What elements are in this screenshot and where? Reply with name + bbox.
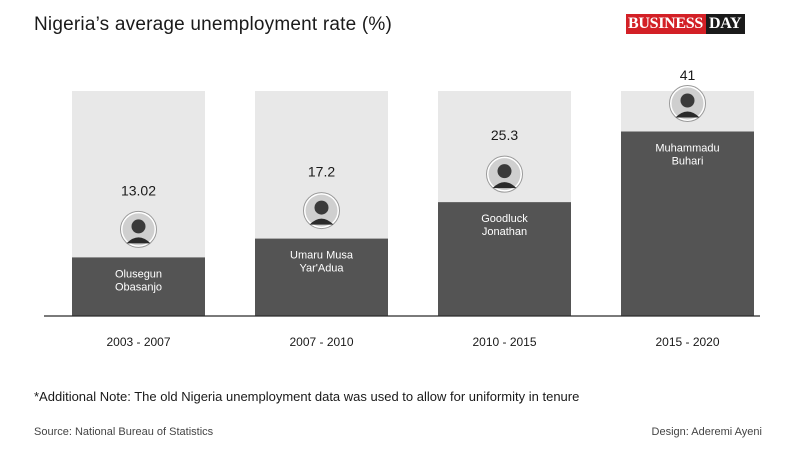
president-portrait-icon: [486, 155, 523, 193]
logo-part-business: BUSINESS: [626, 14, 706, 34]
additional-note: *Additional Note: The old Nigeria unempl…: [34, 389, 580, 404]
x-tick-label: 2015 - 2020: [655, 335, 719, 349]
president-name-first: Umaru Musa: [290, 250, 354, 262]
bar: [438, 202, 571, 316]
president-name-second: Yar'Adua: [299, 263, 344, 275]
president-name-second: Buhari: [672, 156, 704, 168]
bar: [255, 238, 388, 316]
president-name-first: Olusegun: [115, 268, 162, 280]
source-text: Source: National Bureau of Statistics: [34, 426, 214, 438]
value-label: 13.02: [121, 182, 156, 198]
chart-title: Nigeria’s average unemployment rate (%): [34, 14, 393, 35]
president-portrait-icon: [303, 192, 340, 230]
president-name-second: Obasanjo: [115, 281, 162, 293]
bar: [72, 257, 205, 316]
value-label: 25.3: [491, 127, 518, 143]
bar: [621, 131, 754, 316]
x-tick-label: 2007 - 2010: [289, 335, 353, 349]
president-portrait-icon: [120, 210, 157, 248]
x-tick-label: 2003 - 2007: [106, 335, 170, 349]
president-name-first: Goodluck: [481, 213, 528, 225]
businessday-logo: BUSINESS DAY: [626, 13, 746, 35]
logo-part-day: DAY: [705, 14, 746, 34]
value-label: 41: [680, 67, 696, 83]
president-name-first: Muhammadu: [655, 143, 719, 155]
x-tick-label: 2010 - 2015: [472, 335, 536, 349]
president-portrait-icon: [669, 85, 706, 122]
president-name-second: Jonathan: [482, 226, 527, 238]
design-credit: Design: Aderemi Ayeni: [651, 426, 762, 438]
value-label: 17.2: [308, 164, 335, 180]
